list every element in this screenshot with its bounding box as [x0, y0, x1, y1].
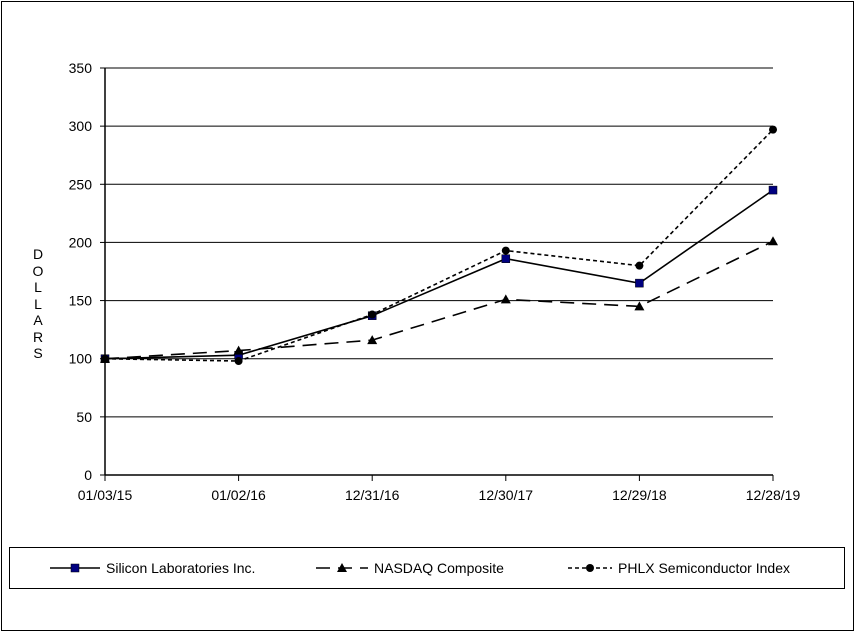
legend: Silicon Laboratories Inc. NASDAQ Composi… [9, 547, 845, 589]
y-axis-label-letter: A [33, 312, 43, 328]
legend-label: NASDAQ Composite [374, 560, 504, 576]
x-tick-label: 12/30/17 [479, 487, 534, 503]
x-tick-label: 12/28/19 [746, 487, 801, 503]
grid-lines [100, 67, 773, 476]
series-1 [100, 185, 778, 363]
data-point [769, 125, 777, 134]
legend-item-phlx: PHLX Semiconductor Index [568, 548, 790, 588]
series-line [104, 189, 774, 360]
y-axis-label-letter: R [32, 328, 44, 345]
line-chart: 0 50 100 150 200 250 300 350 01/03/15 01/02/16 12… [69, 60, 801, 503]
data-point [634, 301, 645, 311]
y-axis-label-letter: L [34, 295, 42, 312]
y-tick-label: 150 [69, 293, 93, 309]
y-axis-label-letter: S [33, 345, 43, 361]
data-point [768, 236, 778, 246]
data-point [367, 335, 378, 345]
x-tick-label: 01/02/16 [211, 487, 266, 503]
y-tick-label: 300 [69, 118, 93, 134]
data-point [500, 294, 511, 304]
series-line [104, 129, 774, 362]
axes [104, 68, 774, 481]
legend-swatch-phlx [568, 564, 612, 572]
x-tick-label: 01/03/15 [78, 487, 133, 503]
y-tick-label: 0 [84, 467, 92, 483]
y-tick-labels: 0 50 100 150 200 250 300 350 [69, 60, 93, 483]
x-tick-labels: 01/03/15 01/02/16 12/31/16 12/30/17 12/29/18… [78, 487, 801, 503]
y-tick-label: 100 [69, 351, 93, 367]
data-point [233, 345, 244, 355]
data-point [635, 261, 644, 270]
legend-swatch-nasdaq [316, 563, 368, 572]
y-tick-label: 350 [69, 60, 93, 76]
series-line [104, 240, 774, 360]
data-point [501, 254, 511, 263]
data-point [768, 185, 778, 195]
x-tick-label: 12/29/18 [612, 487, 667, 503]
legend-item-silicon-labs: Silicon Laboratories Inc. [50, 548, 255, 588]
y-tick-label: 200 [69, 234, 93, 250]
y-tick-label: 250 [69, 176, 93, 192]
x-tick-label: 12/31/16 [345, 487, 400, 503]
y-tick-label: 50 [76, 409, 92, 425]
data-point [635, 278, 644, 288]
legend-swatch-silicon-labs [50, 563, 100, 573]
series-group [100, 125, 778, 366]
legend-item-nasdaq: NASDAQ Composite [316, 548, 504, 588]
data-point [234, 357, 243, 366]
data-point [368, 310, 377, 319]
data-point [501, 246, 510, 255]
data-point [101, 354, 109, 363]
legend-label: PHLX Semiconductor Index [618, 560, 790, 576]
legend-label: Silicon Laboratories Inc. [106, 560, 256, 576]
series-2 [100, 236, 778, 363]
series-3 [101, 125, 777, 366]
y-axis-label-letter: L [34, 279, 42, 295]
y-axis-label-letter: D [32, 246, 44, 262]
y-axis-label-letter: O [32, 262, 44, 279]
